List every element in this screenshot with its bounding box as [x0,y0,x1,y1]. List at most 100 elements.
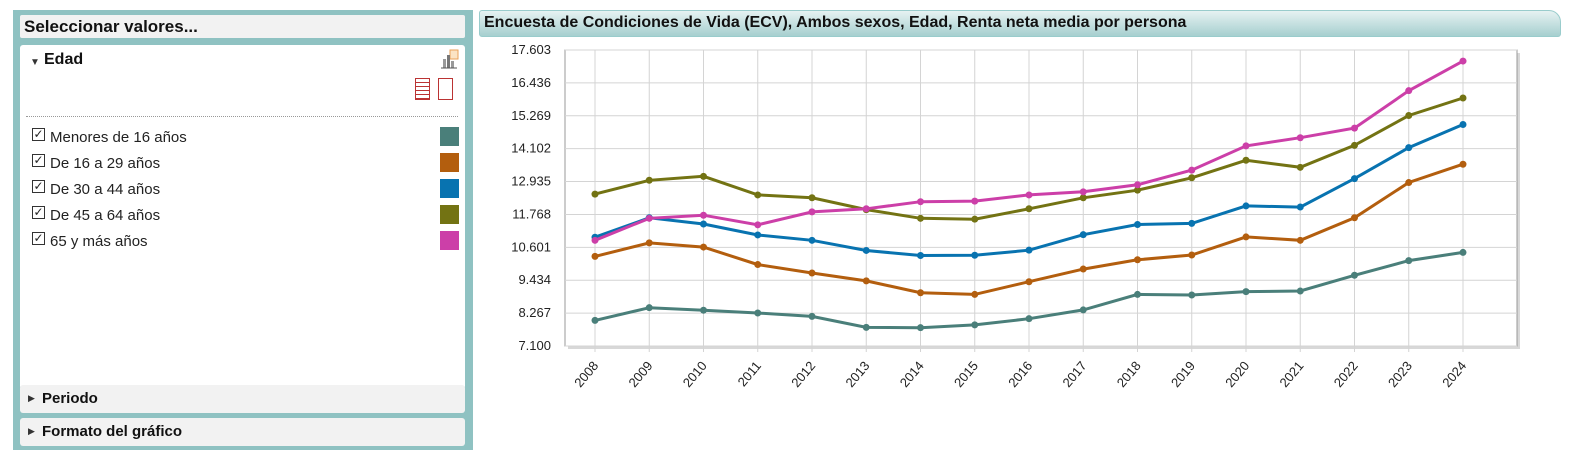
data-point[interactable] [1296,163,1304,171]
data-point[interactable] [1188,291,1196,299]
data-point[interactable] [591,236,599,244]
data-point[interactable] [862,277,870,285]
data-point[interactable] [1242,288,1250,296]
data-point[interactable] [1459,57,1467,65]
list-item[interactable]: ✓ De 45 a 64 años [32,205,459,231]
data-point[interactable] [1459,248,1467,256]
data-point[interactable] [917,252,924,260]
data-point[interactable] [645,214,653,222]
data-point[interactable] [808,208,816,216]
data-point[interactable] [1079,265,1087,273]
checkbox-checked-icon[interactable]: ✓ [32,231,45,245]
data-point[interactable] [1134,181,1141,189]
data-point[interactable] [971,290,979,298]
data-point[interactable] [700,172,707,180]
data-point[interactable] [700,243,707,251]
data-point[interactable] [1351,124,1358,132]
data-point[interactable] [1188,174,1196,182]
checkbox-checked-icon[interactable]: ✓ [32,127,45,141]
data-point[interactable] [808,194,816,202]
data-point[interactable] [1079,188,1087,196]
data-point[interactable] [1296,287,1304,295]
data-point[interactable] [1459,160,1467,168]
data-point[interactable] [645,304,653,312]
data-point[interactable] [917,289,924,297]
data-point[interactable] [862,246,870,254]
data-point[interactable] [645,176,653,184]
checkbox-checked-icon[interactable]: ✓ [32,205,45,219]
data-point[interactable] [754,221,762,229]
data-point[interactable] [1188,219,1196,227]
data-point[interactable] [1079,306,1087,314]
list-item[interactable]: ✓ 65 y más años [32,231,459,257]
data-point[interactable] [754,261,762,269]
data-point[interactable] [1134,186,1141,194]
data-point[interactable] [1025,246,1033,254]
data-point[interactable] [1459,120,1467,128]
data-point[interactable] [1405,87,1413,95]
data-point[interactable] [917,198,924,206]
data-point[interactable] [971,197,979,205]
data-point[interactable] [591,316,599,324]
edad-header[interactable]: ▼ Edad [20,45,465,75]
data-point[interactable] [1351,175,1358,183]
data-point[interactable] [700,220,707,228]
data-point[interactable] [1134,256,1141,264]
data-point[interactable] [645,239,653,247]
data-point[interactable] [1188,166,1196,174]
data-point[interactable] [700,211,707,219]
data-point[interactable] [917,324,924,332]
data-point[interactable] [700,306,707,314]
data-point[interactable] [1025,191,1033,199]
data-point[interactable] [1296,203,1304,211]
data-point[interactable] [1025,205,1033,213]
data-point[interactable] [1242,202,1250,210]
data-point[interactable] [1242,156,1250,164]
color-swatch[interactable] [440,153,459,172]
data-point[interactable] [808,236,816,244]
checkbox-checked-icon[interactable]: ✓ [32,153,45,167]
data-point[interactable] [808,269,816,277]
data-point[interactable] [1079,194,1087,202]
data-point[interactable] [591,252,599,260]
select-none-icon[interactable] [438,78,453,100]
data-point[interactable] [1351,271,1358,279]
data-point[interactable] [971,215,979,223]
data-point[interactable] [754,231,762,239]
data-point[interactable] [971,251,979,259]
data-point[interactable] [1242,233,1250,241]
data-point[interactable] [1405,257,1413,265]
data-point[interactable] [754,191,762,199]
data-point[interactable] [1405,179,1413,187]
checkbox-checked-icon[interactable]: ✓ [32,179,45,193]
data-point[interactable] [808,312,816,320]
data-point[interactable] [1025,315,1033,323]
select-all-icon[interactable] [414,78,430,100]
data-point[interactable] [1405,111,1413,119]
periodo-section[interactable]: ▶ Periodo [20,385,465,413]
data-point[interactable] [1188,251,1196,259]
list-item[interactable]: ✓ De 16 a 29 años [32,153,459,179]
list-item[interactable]: ✓ De 30 a 44 años [32,179,459,205]
data-point[interactable] [1459,94,1467,102]
data-point[interactable] [917,214,924,222]
data-point[interactable] [1351,141,1358,149]
data-point[interactable] [1296,134,1304,142]
data-point[interactable] [971,321,979,329]
data-point[interactable] [1351,214,1358,222]
data-point[interactable] [754,309,762,317]
list-item[interactable]: ✓ Menores de 16 años [32,127,459,153]
data-point[interactable] [1296,236,1304,244]
color-swatch[interactable] [440,127,459,146]
formato-section[interactable]: ▶ Formato del gráfico [20,418,465,446]
data-point[interactable] [591,190,599,198]
data-point[interactable] [1134,290,1141,298]
data-point[interactable] [1079,231,1087,239]
data-point[interactable] [1025,278,1033,286]
color-swatch[interactable] [440,179,459,198]
data-point[interactable] [1242,142,1250,150]
data-point[interactable] [1134,221,1141,229]
data-point[interactable] [862,205,870,213]
color-swatch[interactable] [440,205,459,224]
data-point[interactable] [862,323,870,331]
